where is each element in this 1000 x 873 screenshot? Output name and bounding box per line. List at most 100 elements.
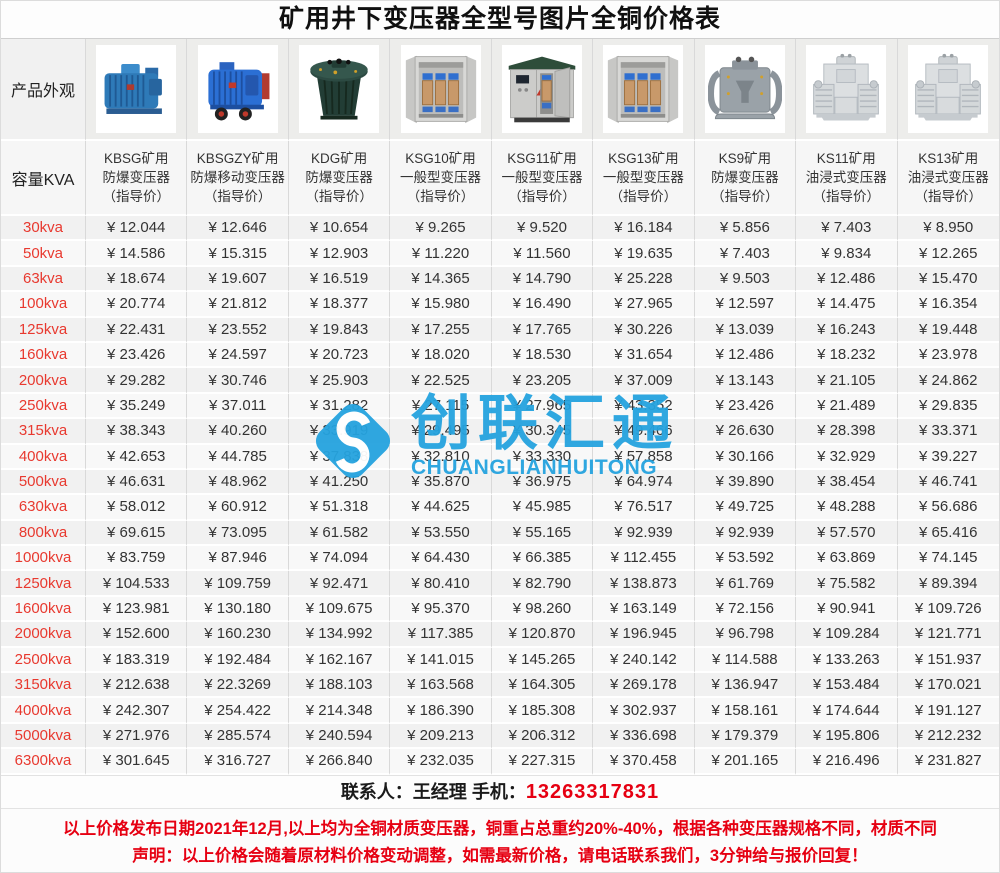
price-cell: ¥ 12.903 xyxy=(288,241,391,267)
price-cell: ¥ 25.228 xyxy=(593,266,695,293)
price-cell: ¥ 33.371 xyxy=(897,419,999,445)
price-cell: ¥ 61.582 xyxy=(288,520,391,547)
product-name-line: KSG10矿用 xyxy=(405,151,476,166)
price-row-3150kva: 3150kva ¥ 212.638 ¥ 22.3269 ¥ 188.103 ¥ 163.… xyxy=(1,673,999,699)
price-cell: ¥ 35.870 xyxy=(390,469,492,496)
price-row-6300kva: 6300kva ¥ 301.645 ¥ 316.727 ¥ 266.840 ¥ 232.… xyxy=(1,749,999,775)
price-cell: ¥ 20.723 xyxy=(288,342,391,369)
price-cell: ¥ 9.503 xyxy=(694,266,797,293)
price-cell: ¥ 36.975 xyxy=(491,469,594,496)
price-cell: ¥ 44.625 xyxy=(390,495,492,521)
price-cell: ¥ 7.403 xyxy=(694,241,797,267)
price-row-1600kva: 1600kva ¥ 123.981 ¥ 130.180 ¥ 109.675 ¥ 95.3… xyxy=(1,596,999,623)
price-cell: ¥ 38.454 xyxy=(796,469,898,496)
price-cell: ¥ 39.227 xyxy=(897,444,999,470)
price-cell: ¥ 109.726 xyxy=(897,596,999,623)
product-name-line: 一般型变压器 xyxy=(602,170,684,185)
price-cell: ¥ 33.330 xyxy=(491,444,594,470)
price-cell: ¥ 15.315 xyxy=(187,241,289,267)
price-cell: ¥ 183.319 xyxy=(86,647,188,674)
price-cell: ¥ 104.533 xyxy=(86,571,188,597)
product-name-line: KDG矿用 xyxy=(310,151,368,166)
price-cell: ¥ 23.552 xyxy=(187,317,289,343)
capacity-label: 2500kva xyxy=(1,647,86,674)
capacity-label: 4000kva xyxy=(1,698,86,724)
footer-notes: 以上价格发布日期2021年12月,以上均为全铜材质变压器，铜重占总重约20%-4… xyxy=(1,807,999,872)
price-cell: ¥ 12.265 xyxy=(897,241,999,267)
price-cell: ¥ 18.674 xyxy=(86,266,188,293)
price-row-500kva: 500kva ¥ 46.631 ¥ 48.962 ¥ 41.250 ¥ 35.870 ¥ … xyxy=(1,469,999,496)
dark-round-transformer-image xyxy=(299,45,380,133)
price-cell: ¥ 170.021 xyxy=(897,673,999,699)
price-cell: ¥ 63.869 xyxy=(796,546,898,572)
capacity-label: 1250kva xyxy=(1,571,86,597)
price-cell: ¥ 188.103 xyxy=(288,673,391,699)
price-cell: ¥ 65.416 xyxy=(897,520,999,547)
price-cell: ¥ 160.230 xyxy=(187,622,289,648)
price-cell: ¥ 14.790 xyxy=(491,266,594,293)
product-name-line: 油浸式变压器 xyxy=(805,170,887,185)
price-cell: ¥ 242.307 xyxy=(86,698,188,724)
price-cell: ¥ 73.095 xyxy=(187,520,289,547)
price-cell: ¥ 55.165 xyxy=(491,520,594,547)
price-cell: ¥ 11.560 xyxy=(491,241,594,267)
capacity-label: 63kva xyxy=(1,266,86,293)
price-cell: ¥ 23.978 xyxy=(897,342,999,369)
product-name-line: KBSG矿用 xyxy=(103,151,169,166)
gray-round-transformer-image xyxy=(704,45,785,133)
price-cell: ¥ 163.568 xyxy=(390,673,492,699)
price-cell: ¥ 41.250 xyxy=(288,469,391,496)
price-cell: ¥ 9.265 xyxy=(390,216,492,242)
price-cell: ¥ 117.385 xyxy=(390,622,492,648)
row-label-capacity: 容量KVA xyxy=(1,141,86,216)
product-name-kbsg: KBSG矿用 防爆变压器 （指导价） xyxy=(86,141,188,216)
product-name-line: 防爆变压器 xyxy=(305,170,373,185)
price-cell: ¥ 92.939 xyxy=(593,520,695,547)
price-cell: ¥ 69.615 xyxy=(86,520,188,547)
capacity-label: 125kva xyxy=(1,317,86,343)
capacity-label: 160kva xyxy=(1,342,86,369)
price-cell: ¥ 186.390 xyxy=(390,698,492,724)
price-cell: ¥ 30.166 xyxy=(694,444,797,470)
price-cell: ¥ 29.835 xyxy=(897,393,999,420)
price-cell: ¥ 31.282 xyxy=(288,393,391,420)
price-cell: ¥ 42.653 xyxy=(86,444,188,470)
price-cell: ¥ 141.015 xyxy=(390,647,492,674)
price-cell: ¥ 74.094 xyxy=(288,546,391,572)
price-cell: ¥ 28.398 xyxy=(796,419,898,445)
product-name-line: （指导价） xyxy=(305,189,373,204)
price-cell: ¥ 164.305 xyxy=(491,673,594,699)
price-cell: ¥ 21.812 xyxy=(187,292,289,318)
price-cell: ¥ 27.965 xyxy=(491,393,594,420)
light-radiator-transformer-image xyxy=(908,45,989,133)
price-cell: ¥ 13.143 xyxy=(694,368,797,394)
price-cell: ¥ 56.686 xyxy=(897,495,999,521)
price-cell: ¥ 89.394 xyxy=(897,571,999,597)
price-cell: ¥ 23.205 xyxy=(491,368,594,394)
price-cell: ¥ 271.976 xyxy=(86,723,188,750)
price-cell: ¥ 32.929 xyxy=(796,444,898,470)
price-cell: ¥ 145.265 xyxy=(491,647,594,674)
price-cell: ¥ 130.180 xyxy=(187,596,289,623)
price-cell: ¥ 40.260 xyxy=(187,419,289,445)
product-name-line: （指导价） xyxy=(102,189,170,204)
price-cell: ¥ 151.937 xyxy=(897,647,999,674)
product-name-line: （指导价） xyxy=(812,189,881,204)
note-line: 以上价格发布日期2021年12月,以上均为全铜材质变压器，铜重占总重约20%-4… xyxy=(63,819,937,838)
product-name-line: KBSGZY矿用 xyxy=(196,151,279,166)
capacity-label: 100kva xyxy=(1,292,86,318)
product-photo-kbsgzy xyxy=(187,39,289,141)
price-cell: ¥ 158.161 xyxy=(694,698,797,724)
product-photo-kbsg xyxy=(86,39,188,141)
price-cell: ¥ 316.727 xyxy=(187,749,289,775)
price-cell: ¥ 96.798 xyxy=(694,622,797,648)
price-cell: ¥ 23.426 xyxy=(694,393,797,420)
price-cell: ¥ 16.243 xyxy=(796,317,898,343)
light-radiator-transformer-image xyxy=(806,45,887,133)
product-photo-ksg11 xyxy=(491,39,594,141)
price-cell: ¥ 27.965 xyxy=(593,292,695,318)
product-photo-kdg xyxy=(288,39,391,141)
price-row-100kva: 100kva ¥ 20.774 ¥ 21.812 ¥ 18.377 ¥ 15.980 ¥ … xyxy=(1,292,999,318)
product-name-line: 防爆移动变压器 xyxy=(190,170,285,185)
